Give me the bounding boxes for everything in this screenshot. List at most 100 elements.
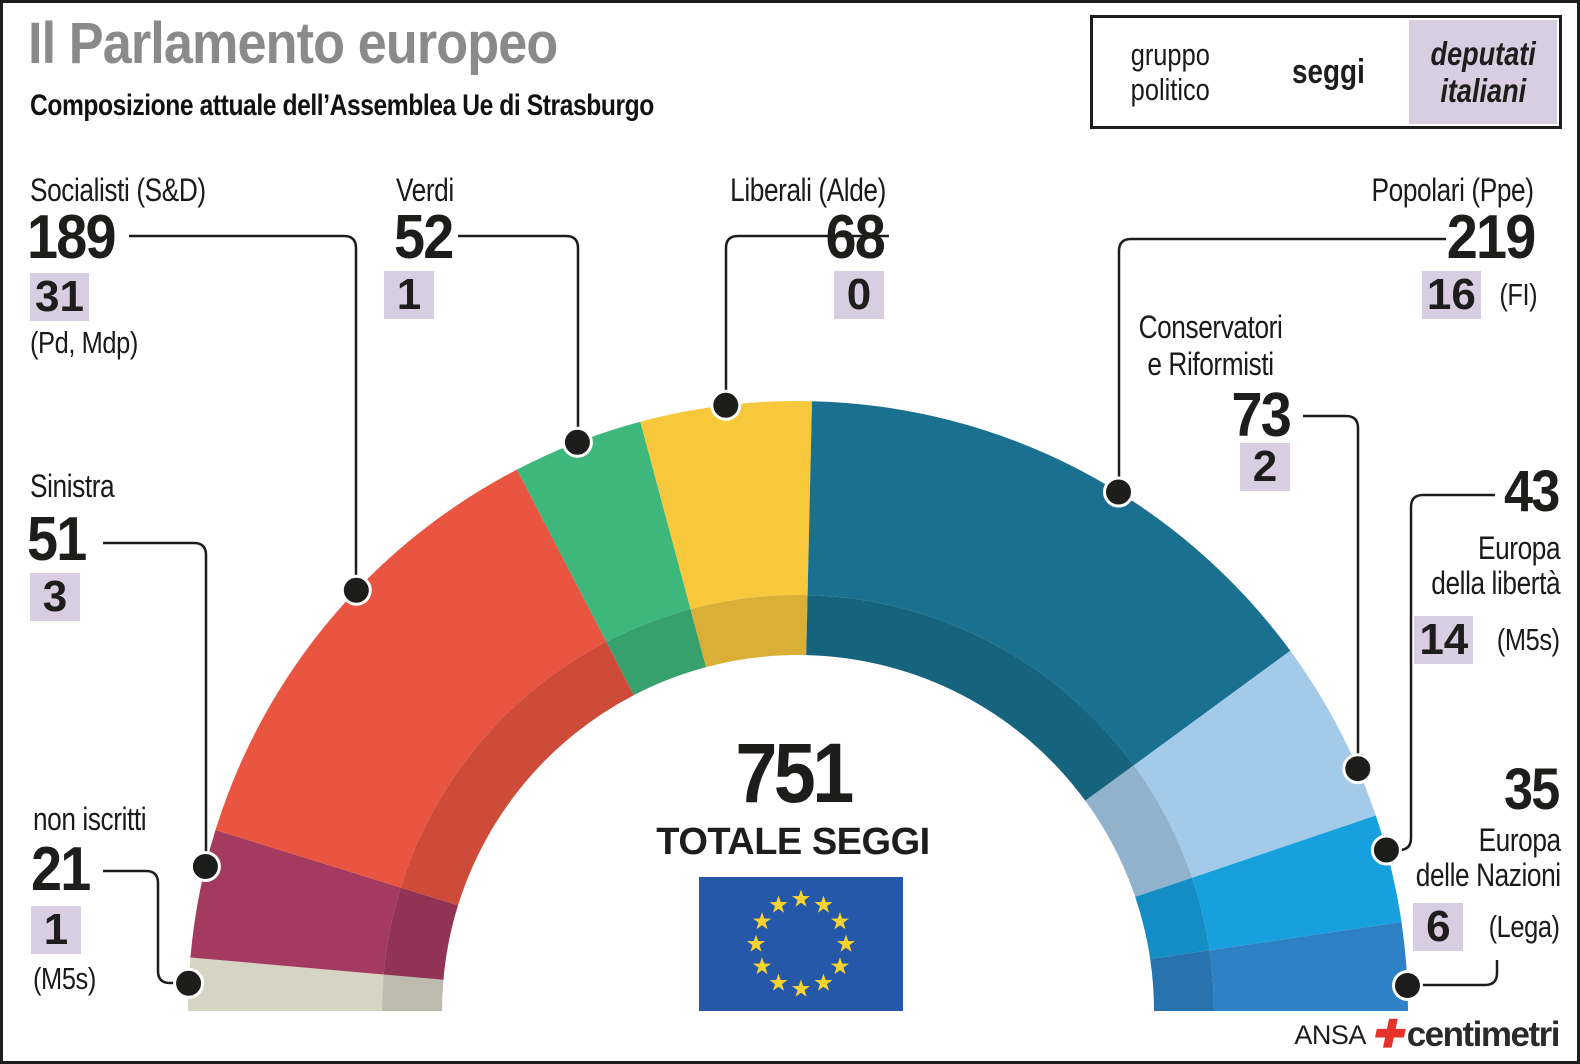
- segment-inner-conservatori-e-riformisti: [1085, 765, 1193, 897]
- eu-flag-star: [792, 889, 810, 907]
- segment-inner-sinistra: [383, 887, 458, 980]
- label-europa-nazioni-seats: 35: [1504, 757, 1561, 822]
- label-europa-nazioni-note: (Lega): [1488, 909, 1560, 944]
- segment-sinistra: [190, 830, 401, 975]
- eu-flag-star: [814, 895, 833, 913]
- label-liberali-name: Liberali (Alde): [730, 172, 886, 208]
- label-sinistra-italians: 3: [30, 573, 80, 621]
- brand-name: centimetri: [1406, 1015, 1561, 1054]
- hemicycle-chart: [103, 234, 1499, 1011]
- eu-flag-star: [792, 979, 810, 997]
- legend-col-italian-deputies: deputati italiani: [1409, 20, 1557, 124]
- eu-flag-star: [830, 957, 849, 975]
- dot-europa-delle-nazioni: [1392, 970, 1423, 1001]
- segment-inner-socialisti-s-d: [400, 641, 634, 906]
- label-sinistra-name: Sinistra: [30, 468, 115, 504]
- label-conservatori-seats: 73: [1231, 381, 1292, 450]
- label-popolari-italians-row: 16 (FI): [1421, 271, 1537, 319]
- eu-flag-star: [837, 934, 855, 952]
- legend-group-line2: politico: [1130, 72, 1211, 107]
- dot-verdi: [561, 426, 593, 458]
- eu-flag-star: [747, 934, 765, 952]
- label-liberali-italians: 0: [834, 271, 884, 319]
- label-socialisti-seats: 189: [27, 203, 117, 272]
- eu-flag-star: [753, 957, 772, 975]
- label-europa-nazioni-name: Europa delle Nazioni: [1416, 822, 1561, 893]
- label-socialisti-note: (Pd, Mdp): [30, 325, 138, 360]
- label-socialisti-italians: 31: [30, 273, 89, 321]
- dot-sinistra: [189, 851, 221, 882]
- leader-line-europa-delle-nazioni: [1408, 960, 1499, 987]
- label-europa-liberta-italians: 14: [1414, 616, 1474, 664]
- segment-inner-liberali-alde: [690, 594, 808, 668]
- label-verdi-italians: 1: [384, 271, 434, 319]
- segment-conservatori-e-riformisti: [1133, 650, 1376, 878]
- label-europa-liberta-italians-row: 14 (M5s): [1414, 616, 1560, 664]
- dot-liberali-alde: [710, 389, 742, 421]
- leader-line-europa-della-liberta: [1387, 493, 1495, 852]
- legend-italian-line1: deputati: [1430, 35, 1536, 72]
- segment-non-iscritti: [188, 957, 384, 1011]
- label-europa-liberta-seats: 43: [1504, 459, 1561, 524]
- dot-non-iscritti: [173, 967, 205, 999]
- label-socialisti-name: Socialisti (S&D): [30, 172, 206, 208]
- dot-popolari-ppe: [1103, 476, 1134, 508]
- leader-line-popolari: [1117, 237, 1446, 492]
- segment-inner-europa-della-libert: [1135, 877, 1210, 960]
- label-liberali-seats: 68: [825, 203, 886, 272]
- label-conservatori-name: Conservatori e Riformisti: [1138, 309, 1283, 382]
- segment-inner-popolari-ppe: [806, 595, 1134, 801]
- legend-italian-line2: italiani: [1440, 72, 1526, 109]
- label-europa-liberta-name: Europa della libertà: [1431, 530, 1560, 601]
- page-subtitle: Composizione attuale dell’Assemblea Ue d…: [30, 89, 654, 122]
- leader-line-non-iscritti: [103, 869, 190, 985]
- label-popolari-seats: 219: [1446, 203, 1536, 272]
- centimetri-cross-icon: ✚: [1369, 1014, 1411, 1056]
- label-sinistra-seats: 51: [27, 505, 87, 574]
- total-seats-label: TOTALE SEGGI: [656, 821, 930, 863]
- segment-inner-europa-delle-nazioni: [1150, 950, 1214, 1011]
- legend-col-seats: seggi: [1291, 52, 1365, 91]
- label-popolari-italians: 16: [1421, 271, 1481, 319]
- leader-line-socialisti: [129, 234, 358, 590]
- segment-inner-verdi: [606, 609, 706, 696]
- label-europa-nazioni-italians-row: 6 (Lega): [1413, 903, 1560, 951]
- leader-line-conservatori: [1303, 414, 1360, 769]
- segment-inner-non-iscritti: [382, 974, 444, 1011]
- dot-conservatori-e-riformisti: [1342, 753, 1374, 785]
- eu-flag-star: [769, 973, 788, 991]
- label-non-iscritti-note: (M5s): [33, 961, 96, 996]
- segment-verdi: [516, 421, 691, 642]
- eu-flag-star: [753, 912, 772, 930]
- label-non-iscritti-name: non iscritti: [33, 801, 147, 837]
- label-europa-liberta-note: (M5s): [1497, 622, 1560, 657]
- legend-box: gruppo politico seggi deputati italiani: [1090, 15, 1562, 129]
- segment-liberali-alde: [640, 401, 812, 610]
- leader-line-liberali: [724, 234, 889, 405]
- eu-flag-star: [769, 895, 788, 913]
- segment-europa-della-libert: [1192, 815, 1402, 951]
- page-title: Il Parlamento europeo: [28, 11, 558, 76]
- eu-flag-star: [830, 912, 849, 930]
- label-europa-nazioni-italians: 6: [1413, 903, 1464, 951]
- segment-popolari-ppe: [807, 401, 1291, 766]
- eu-flag: [699, 877, 903, 1011]
- segment-socialisti-s-d: [215, 469, 607, 888]
- dot-europa-della-libert: [1370, 834, 1402, 866]
- leader-line-sinistra: [103, 541, 208, 867]
- leader-line-verdi: [458, 234, 580, 442]
- label-non-iscritti-italians: 1: [31, 906, 81, 954]
- segment-europa-delle-nazioni: [1209, 922, 1408, 1011]
- legend-col-group: gruppo politico: [1093, 18, 1248, 126]
- label-verdi-name: Verdi: [396, 172, 454, 208]
- dot-socialisti-s-d: [340, 574, 372, 606]
- eu-flag-star: [814, 973, 833, 991]
- legend-group-line1: gruppo: [1130, 37, 1211, 72]
- agency-name: ANSA: [1294, 1019, 1366, 1050]
- eu-flag-image: [699, 877, 903, 1011]
- total-seats: 751: [735, 726, 854, 820]
- label-popolari-name: Popolari (Ppe): [1372, 172, 1534, 208]
- credit: ANSA ✚ centimetri: [1294, 1014, 1561, 1056]
- label-verdi-seats: 52: [394, 203, 454, 272]
